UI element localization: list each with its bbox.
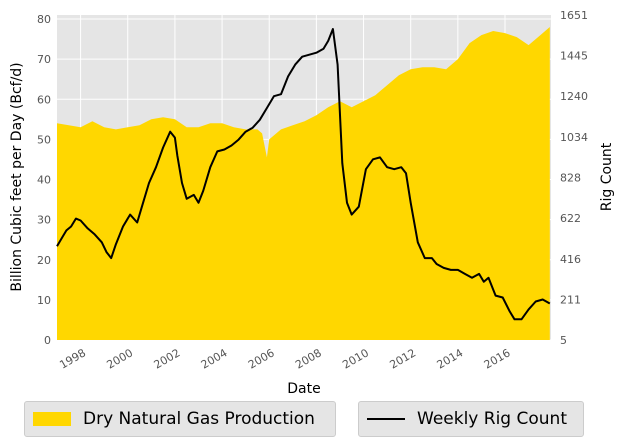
y2-tick-label: 416	[560, 253, 581, 266]
y2-tick-label: 211	[560, 293, 581, 306]
y2-tick-label: 5	[560, 334, 567, 347]
x-tick-label: 1998	[57, 346, 88, 371]
x-tick-label: 2000	[104, 346, 135, 371]
legend-production: Dry Natural Gas Production	[24, 401, 336, 437]
x-tick-label: 2002	[152, 346, 183, 371]
x-tick-label: 2012	[387, 346, 418, 371]
legend-production-label: Dry Natural Gas Production	[83, 409, 315, 429]
rig-count-path	[56, 28, 551, 321]
y2-axis-label: Rig Count	[599, 142, 615, 211]
legend-production-swatch	[33, 412, 71, 426]
y-axis-ticks: 0 10 20 30 40 50 60 70 80	[37, 13, 51, 347]
production-area	[57, 27, 550, 340]
rig-count-line	[56, 28, 551, 321]
y-tick-label: 0	[44, 334, 51, 347]
legend-rig-count-swatch	[367, 418, 405, 420]
y-tick-label: 30	[37, 214, 51, 227]
y2-tick-label: 1445	[560, 50, 588, 63]
x-tick-label: 2010	[340, 346, 371, 371]
y-tick-label: 20	[37, 254, 51, 267]
y-tick-label: 80	[37, 13, 51, 26]
y2-tick-label: 622	[560, 212, 581, 225]
x-tick-label: 2006	[246, 346, 277, 371]
y-tick-label: 50	[37, 133, 51, 146]
y-tick-label: 70	[37, 53, 51, 66]
y-axis-label: Billion Cubic feet per Day (Bcf/d)	[9, 62, 25, 291]
x-axis-label: Date	[287, 381, 320, 397]
y-tick-label: 10	[37, 294, 51, 307]
y2-tick-label: 828	[560, 172, 581, 185]
legend-rig-count: Weekly Rig Count	[358, 401, 584, 437]
x-tick-label: 2014	[435, 346, 466, 371]
y2-tick-label: 1240	[560, 90, 588, 103]
y2-tick-label: 1651	[560, 9, 588, 22]
legend-rig-count-label: Weekly Rig Count	[417, 409, 567, 429]
x-tick-label: 2016	[482, 346, 513, 371]
y2-tick-label: 1034	[560, 131, 588, 144]
y-tick-label: 60	[37, 93, 51, 106]
production-area-path	[57, 27, 550, 340]
x-tick-label: 2004	[199, 346, 230, 371]
y-tick-label: 40	[37, 174, 51, 187]
x-axis-ticks: 1998 2000 2002 2004 2006 2008 2010 2012 2014 2016	[57, 346, 512, 371]
y2-axis-ticks: 5 211 416 622 828 1034 1240 1445 1651	[560, 9, 588, 347]
x-tick-label: 2008	[293, 346, 324, 371]
